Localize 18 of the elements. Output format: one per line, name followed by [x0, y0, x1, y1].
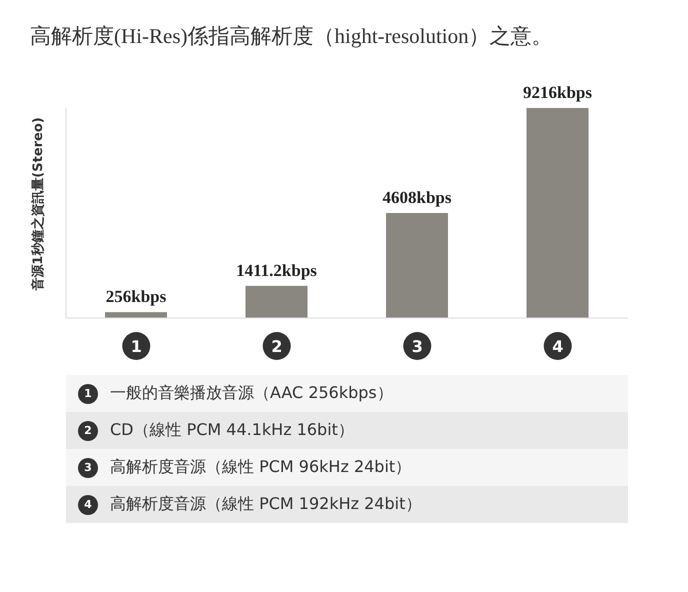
category-label: 3: [84, 461, 92, 474]
category-label: 1: [84, 387, 92, 400]
category-label: 4: [84, 498, 92, 511]
text: CD（線性 PCM 44.1kHz 16bit）: [110, 420, 354, 441]
data-label: 9216kbps: [523, 83, 592, 102]
text: 一般的音樂播放音源（AAC 256kbps）: [110, 383, 393, 404]
data-label: 1411.2kbps: [236, 260, 318, 280]
data-label: 4608kbps: [382, 188, 452, 207]
text: 高解析度音源（線性 PCM 192kHz 24bit）: [110, 494, 422, 515]
chart-title: 高解析度(Hi-Res)係指高解析度（hight-resolution）之意。: [30, 23, 553, 50]
data-label: 256kbps: [106, 287, 167, 306]
y-axis-title: 音源1秒鐘之資訊量(Stereo): [30, 117, 47, 291]
category-label: 2: [84, 424, 92, 437]
x-tick-label: 3: [412, 337, 423, 356]
x-tick-label: 2: [271, 337, 282, 356]
x-tick-label: 1: [130, 337, 142, 356]
x-tick-label: 4: [552, 337, 564, 356]
text: 高解析度音源（線性 PCM 96kHz 24bit）: [110, 457, 412, 478]
